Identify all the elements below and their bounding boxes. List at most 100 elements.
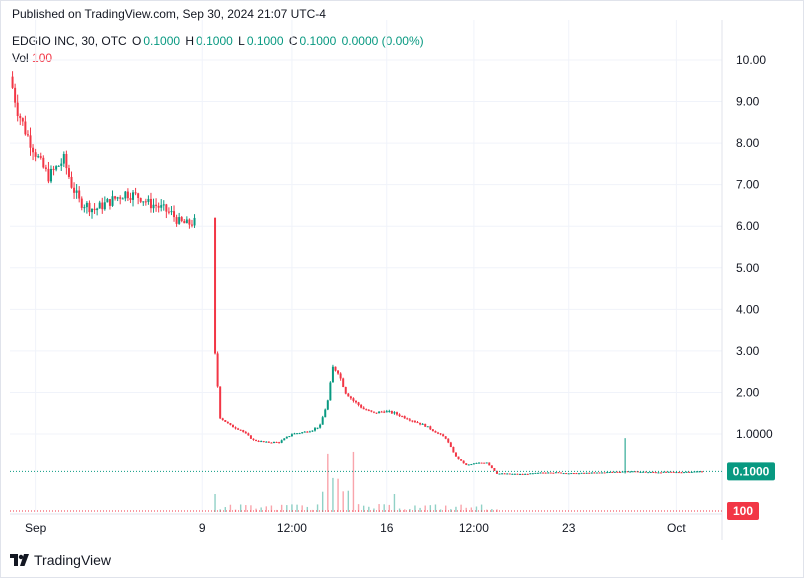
candle-body — [121, 198, 124, 200]
candle-body — [516, 473, 519, 475]
volume-bar — [352, 451, 355, 512]
candle-body — [339, 373, 342, 379]
volume-bar — [296, 504, 298, 512]
candle-body — [536, 472, 539, 474]
candle-body — [173, 211, 176, 218]
candle-body — [75, 190, 78, 193]
candle-body — [644, 471, 647, 473]
y-tick-label: 2.00 — [736, 385, 760, 399]
candle-body — [642, 471, 645, 473]
candle-body — [37, 156, 40, 158]
x-tick-label: 23 — [562, 521, 576, 535]
candle-body — [337, 370, 340, 374]
candle-body — [355, 400, 357, 403]
candle-body — [126, 191, 129, 199]
volume-bar — [342, 491, 344, 512]
candle-body — [183, 220, 186, 224]
candle-body — [531, 473, 534, 475]
candle-body — [406, 418, 409, 420]
candle-body — [142, 201, 145, 203]
close-label: C — [288, 34, 298, 48]
candle-body — [26, 134, 29, 136]
candle-body — [595, 472, 598, 474]
last-price-label: 0.1000 — [733, 464, 770, 478]
volume-bar — [327, 453, 329, 512]
volume-bar — [265, 506, 267, 512]
candle-body — [21, 118, 24, 122]
candle-body — [588, 472, 591, 474]
volume-bar — [280, 504, 283, 512]
candle-body — [475, 462, 478, 464]
volume-bar — [239, 504, 242, 512]
candle-body — [306, 431, 309, 433]
candle-body — [403, 416, 406, 419]
candle-body — [552, 472, 555, 474]
candle-body — [111, 196, 114, 206]
candle-body — [344, 386, 347, 394]
y-tick-label: 4.00 — [736, 302, 760, 316]
candle-body — [229, 423, 232, 425]
volume-bar — [445, 505, 447, 512]
candle-body — [590, 472, 593, 474]
candle-body — [372, 411, 375, 413]
volume-bar — [403, 509, 406, 512]
candle-body — [190, 224, 193, 226]
candle-body — [575, 473, 578, 475]
volume-bar — [224, 507, 226, 512]
volume-bar — [460, 504, 462, 512]
candle-body — [70, 176, 73, 188]
candle-body — [65, 153, 68, 169]
volume-bar — [383, 504, 385, 512]
candle-body — [393, 412, 396, 414]
candle-body — [677, 472, 680, 474]
x-tick-label: Sep — [25, 521, 47, 535]
candle-body — [547, 472, 550, 474]
y-tick-label: 10.00 — [736, 53, 766, 67]
high-value: 0.1000 — [196, 34, 233, 48]
candle-body — [419, 422, 422, 425]
candle-body — [180, 217, 183, 221]
volume-bar — [347, 490, 350, 512]
candle-body — [598, 472, 601, 474]
low-label: L — [238, 34, 245, 48]
candle-body — [11, 76, 14, 88]
volume-bar — [409, 508, 411, 512]
candle-body — [439, 433, 442, 435]
candle-body — [237, 428, 240, 430]
volume-bar — [480, 504, 483, 512]
candle-body — [329, 382, 332, 401]
candle-body — [447, 438, 450, 443]
symbol-name[interactable]: EDGIO INC, 30, OTC — [12, 34, 127, 48]
candle-body — [367, 410, 370, 412]
volume-bar — [470, 507, 473, 512]
candle-body — [80, 198, 83, 208]
candle-body — [577, 473, 580, 475]
volume-bar — [491, 509, 493, 512]
candle-body — [78, 190, 81, 199]
candle-body — [252, 438, 255, 440]
candle-body — [326, 400, 329, 410]
candle-body — [155, 204, 158, 206]
candle-body — [390, 411, 393, 414]
high-label: H — [185, 34, 195, 48]
candle-body — [603, 472, 606, 474]
candle-body — [188, 219, 191, 225]
candle-body — [454, 452, 457, 457]
brand-footer[interactable]: TradingView — [10, 552, 111, 568]
candle-body — [275, 441, 278, 443]
candle-body — [437, 432, 440, 434]
candle-body — [47, 168, 50, 182]
volume-bar — [229, 504, 232, 512]
volume-bar — [321, 491, 324, 512]
candle-body — [470, 464, 473, 466]
volume-bar — [429, 505, 432, 512]
volume-bar — [475, 506, 478, 512]
candle-body — [631, 471, 634, 473]
candle-body — [219, 386, 222, 419]
candle-body — [139, 198, 142, 202]
volume-legend: Vol 100 — [12, 51, 52, 65]
candle-body — [178, 217, 181, 224]
candle-body — [360, 405, 363, 408]
candle-body — [488, 462, 491, 466]
